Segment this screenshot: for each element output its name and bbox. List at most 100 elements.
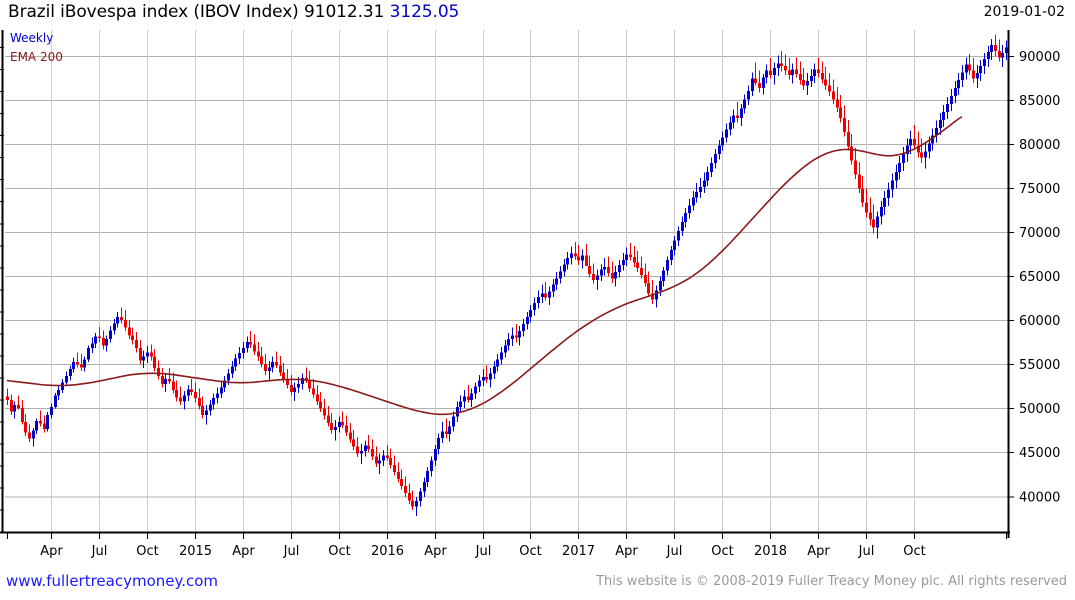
candle-body (607, 266, 610, 274)
candle-body (721, 137, 724, 146)
candle-body (301, 377, 304, 385)
candle-body (459, 401, 462, 407)
candle-body (338, 421, 341, 428)
candle-body (581, 255, 584, 261)
y-tick-label: 60000 (1019, 314, 1060, 329)
chart-canvas-wrapper[interactable]: 40000 45000 50000 55000 60000 65000 70000 75000… (0, 28, 1075, 568)
candle-body (349, 432, 352, 440)
candle-body (124, 319, 127, 328)
candle-body (651, 293, 654, 300)
candle-body (69, 369, 72, 377)
website-link[interactable]: www.fullertreacymoney.com (6, 572, 219, 590)
price-change: 3125.05 (389, 2, 460, 22)
quote-date: 2019-01-02 (983, 4, 1065, 20)
candle-body (917, 145, 920, 153)
candle-body (592, 273, 595, 281)
candle-body (887, 189, 890, 199)
candle-body (681, 221, 684, 231)
candle-body (659, 281, 662, 291)
candle-body (802, 80, 805, 86)
candle-body (330, 422, 333, 430)
candle-body (504, 345, 507, 353)
candle-body (655, 290, 658, 300)
candle-body (116, 317, 119, 324)
candle-body (72, 362, 75, 370)
candle-body (699, 186, 702, 193)
candle-body (769, 70, 772, 75)
candle-body (935, 127, 938, 136)
candle-body (611, 273, 614, 279)
legend-ema-label: EMA 200 (10, 50, 63, 64)
candle-body (246, 341, 249, 348)
candle-body (588, 266, 591, 274)
x-tick-label: Jul (666, 544, 683, 559)
candle-body (924, 151, 927, 158)
candle-body (6, 396, 9, 400)
candle-body (194, 391, 197, 399)
candle-body (511, 335, 514, 340)
candle-body (751, 78, 754, 91)
ema-200-line (6, 116, 963, 416)
candle-body (780, 63, 783, 67)
candle-body (858, 174, 861, 189)
candle-body (585, 255, 588, 267)
candle-body (257, 351, 260, 357)
x-tick-label: 2017 (562, 544, 595, 559)
candle-body (865, 202, 868, 213)
candle-body (312, 388, 315, 395)
x-tick-label: Jul (283, 544, 300, 559)
x-tick-label: Oct (328, 544, 350, 559)
candle-body (813, 69, 816, 76)
candle-body (714, 154, 717, 163)
candle-body (474, 386, 477, 394)
candle-body (76, 362, 79, 365)
candle-body (872, 219, 875, 228)
candle-body (788, 70, 791, 75)
candle-body (131, 335, 134, 341)
candle-body (850, 146, 853, 161)
candle-body (212, 398, 215, 405)
candlestick-series (6, 34, 1008, 517)
candle-body (968, 64, 971, 71)
candle-body (895, 171, 898, 181)
candle-body (448, 426, 451, 435)
candle-body (35, 421, 38, 431)
candle-body (533, 303, 536, 311)
x-tick-label: Oct (711, 544, 733, 559)
candle-body (293, 387, 296, 392)
candle-body (839, 107, 842, 119)
candle-body (452, 416, 455, 427)
x-tick-label: Apr (232, 544, 255, 559)
candle-body (128, 327, 131, 336)
candle-body (942, 111, 945, 120)
candle-body (740, 108, 743, 119)
x-tick-label: Oct (136, 544, 158, 559)
candle-body (529, 310, 532, 318)
candle-body (979, 66, 982, 74)
candle-body (411, 500, 414, 507)
y-tick-label: 40000 (1019, 490, 1060, 505)
candle-body (234, 358, 237, 367)
candle-body (205, 410, 208, 415)
candle-body (902, 154, 905, 163)
candle-body (371, 449, 374, 457)
candle-body (478, 380, 481, 387)
candle-body (57, 390, 60, 396)
candle-body (832, 91, 835, 100)
candle-body (861, 188, 864, 203)
candle-body (356, 446, 359, 454)
candle-body (430, 460, 433, 472)
candle-body (198, 398, 201, 407)
x-tick-label: Jul (91, 544, 108, 559)
candle-body (397, 472, 400, 480)
candle-body (765, 70, 768, 78)
candle-body (994, 44, 997, 52)
x-tick-label: Apr (615, 544, 638, 559)
candle-body (636, 262, 639, 268)
candle-body (282, 372, 285, 379)
price-chart[interactable]: 40000 45000 50000 55000 60000 65000 70000 75000… (0, 28, 1075, 568)
candle-body (880, 207, 883, 217)
candle-body (541, 293, 544, 297)
candle-body (43, 423, 46, 429)
candle-body (434, 449, 437, 461)
